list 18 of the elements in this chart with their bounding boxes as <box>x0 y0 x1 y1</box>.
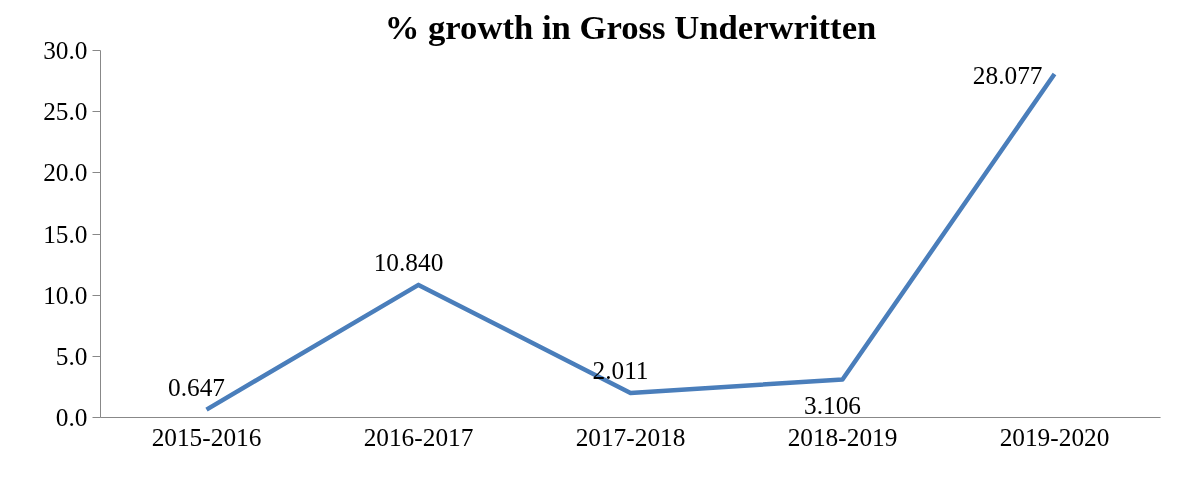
text: 10.840 <box>373 247 444 276</box>
text: 2.011 <box>592 355 649 384</box>
y-tick-label: 5.0 <box>55 341 88 370</box>
x-tick-label: 2015-2016 <box>151 422 262 451</box>
x-tick-label: 2019-2020 <box>999 422 1110 451</box>
text: 3.106 <box>804 390 862 419</box>
y-tick-label: 20.0 <box>43 158 88 187</box>
text: 28.077 <box>972 61 1043 90</box>
x-tick-label: 2018-2019 <box>787 422 898 451</box>
y-tick-label: 15.0 <box>43 219 88 248</box>
x-tick-label: 2016-2017 <box>363 422 474 451</box>
x-tick-label: 2017-2018 <box>575 422 686 451</box>
text: 0.647 <box>168 372 226 401</box>
y-tick-label: 10.0 <box>43 280 88 309</box>
y-tick-label: 25.0 <box>43 97 88 126</box>
y-tick-label: 0.0 <box>55 403 88 431</box>
chart-title: % growth in Gross Underwritten <box>384 7 877 46</box>
y-tick-label: 30.0 <box>43 36 88 64</box>
